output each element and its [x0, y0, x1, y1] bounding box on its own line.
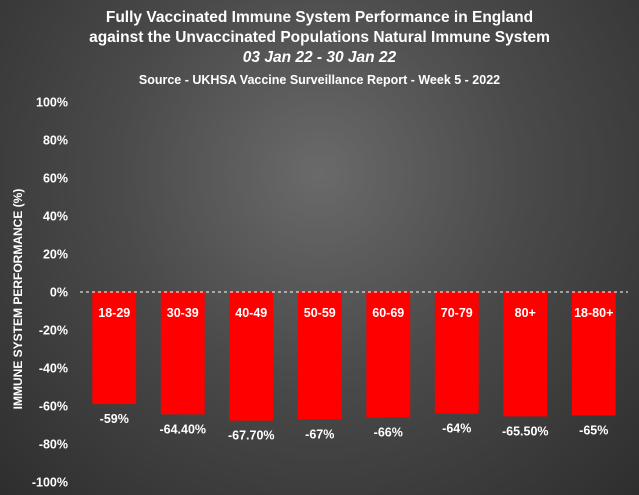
data-label: -64.40%	[159, 422, 206, 436]
chart-title-line2: against the Unvaccinated Populations Nat…	[89, 29, 550, 46]
y-tick-label: 40%	[43, 210, 68, 224]
y-axis-ticks: 100% 80% 60% 40% 20% 0% -20% -40% -60% -80% -100%	[32, 96, 68, 490]
y-tick-label: -100%	[32, 476, 68, 490]
y-tick-label: 60%	[43, 172, 68, 186]
bar	[297, 292, 342, 420]
bar	[366, 292, 411, 418]
category-label: 30-39	[167, 306, 199, 320]
category-label: 80+	[515, 306, 536, 320]
bar	[92, 292, 137, 405]
y-tick-label: -60%	[39, 400, 68, 414]
category-label: 18-29	[98, 306, 130, 320]
y-tick-label: 20%	[43, 248, 68, 262]
bars: 18-29 -59% 30-39 -64.40% 40-49 -67.70% 50-59 -6…	[92, 292, 616, 443]
data-label: -66%	[374, 425, 403, 439]
category-label: 50-59	[304, 306, 336, 320]
bar	[571, 292, 616, 416]
data-label: -67.70%	[228, 429, 275, 443]
y-tick-label: 80%	[43, 134, 68, 148]
y-axis-label: IMMUNE SYSTEM PERFORMANCE (%)	[11, 189, 25, 410]
category-label: 70-79	[441, 306, 473, 320]
data-label: -59%	[100, 412, 129, 426]
data-label: -67%	[305, 427, 334, 441]
y-tick-label: 100%	[36, 96, 68, 110]
data-label: -64%	[442, 422, 471, 436]
category-label: 18-80+	[574, 306, 613, 320]
y-tick-label: -80%	[39, 438, 68, 452]
bar	[503, 292, 548, 417]
category-label: 40-49	[235, 306, 267, 320]
category-label: 60-69	[372, 306, 404, 320]
y-tick-label: -40%	[39, 362, 68, 376]
chart-title-line1: Fully Vaccinated Immune System Performan…	[105, 9, 534, 26]
data-label: -65%	[579, 424, 608, 438]
y-tick-label: 0%	[50, 286, 68, 300]
y-tick-label: -20%	[39, 324, 68, 338]
chart-titles: Fully Vaccinated Immune System Performan…	[0, 8, 639, 90]
chart-source: Source - UKHSA Vaccine Surveillance Repo…	[138, 73, 501, 87]
bar	[160, 292, 205, 415]
data-label: -65.50%	[502, 424, 549, 438]
chart-subtitle-dates: 03 Jan 22 - 30 Jan 22	[242, 49, 397, 66]
bar	[229, 292, 274, 421]
bar	[434, 292, 479, 414]
